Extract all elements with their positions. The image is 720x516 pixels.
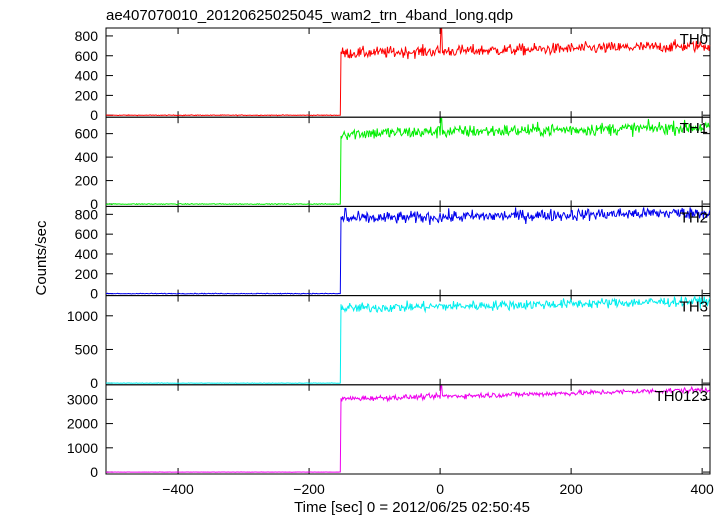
y-tick-label: 0 bbox=[90, 464, 98, 480]
y-tick-label: 400 bbox=[75, 246, 99, 262]
x-tick-label: 0 bbox=[436, 481, 444, 497]
panel-th0: 0 200 400 600 800 TH0 bbox=[75, 27, 711, 123]
y-tick-label: 800 bbox=[75, 206, 99, 222]
x-tick-label: 200 bbox=[559, 481, 583, 497]
y-tick-label: 200 bbox=[75, 173, 99, 189]
y-tick-label: 600 bbox=[75, 226, 99, 242]
series-line-th0123 bbox=[105, 385, 711, 473]
x-tick-label: −400 bbox=[162, 481, 194, 497]
x-axis-label: Time [sec] 0 = 2012/06/25 02:50:45 bbox=[294, 499, 530, 516]
y-tick-label: 1000 bbox=[67, 440, 98, 456]
panel-th2: 0 200 400 600 800 TH2 bbox=[75, 205, 711, 302]
panels-group: 0 200 400 600 800 TH0 0 200 400 600 TH1 0 200 400 600 8… bbox=[67, 27, 711, 480]
y-tick-label: 800 bbox=[75, 28, 99, 44]
y-tick-label: 1000 bbox=[67, 308, 98, 324]
series-label-th0: TH0 bbox=[680, 31, 708, 48]
series-label-th0123: TH0123 bbox=[655, 388, 708, 405]
series-label-th1: TH1 bbox=[680, 120, 708, 137]
x-tick-label: −200 bbox=[293, 481, 325, 497]
series-line-th1 bbox=[105, 117, 710, 206]
y-tick-label: 0 bbox=[90, 196, 98, 212]
y-tick-label: 600 bbox=[75, 126, 99, 142]
panel-frame-th2 bbox=[105, 205, 711, 297]
y-tick-label: 0 bbox=[90, 375, 98, 391]
panel-frame-th3 bbox=[105, 295, 711, 386]
panel-frame-th0123 bbox=[105, 384, 711, 475]
y-tick-label: 200 bbox=[75, 87, 99, 103]
series-line-th0 bbox=[105, 28, 711, 117]
y-tick-label: 400 bbox=[75, 149, 99, 165]
y-tick-label: 0 bbox=[90, 107, 98, 123]
x-axis: −400 −200 0 200 400 bbox=[162, 481, 714, 497]
panel-th1: 0 200 400 600 TH1 bbox=[75, 116, 711, 212]
y-tick-label: 0 bbox=[90, 286, 98, 302]
series-line-th3 bbox=[105, 295, 711, 384]
y-tick-label: 600 bbox=[75, 48, 99, 64]
series-label-th3: TH3 bbox=[680, 299, 708, 316]
panel-th3: 0 500 1000 TH3 bbox=[67, 295, 711, 391]
y-axis-label: Counts/sec bbox=[33, 220, 50, 296]
y-tick-label: 200 bbox=[75, 266, 99, 282]
x-tick-label: 400 bbox=[690, 481, 714, 497]
y-tick-label: 400 bbox=[75, 68, 99, 84]
panel-th0123: 0 1000 2000 3000 TH0123 bbox=[67, 384, 711, 480]
y-tick-label: 3000 bbox=[67, 391, 98, 407]
panel-frame-th0 bbox=[105, 27, 711, 118]
series-line-th2 bbox=[105, 207, 711, 295]
chart-title: ae407070010_20120625025045_wam2_trn_4ban… bbox=[106, 7, 513, 24]
y-tick-label: 500 bbox=[75, 341, 99, 357]
series-label-th2: TH2 bbox=[680, 209, 708, 226]
y-tick-label: 2000 bbox=[67, 416, 98, 432]
